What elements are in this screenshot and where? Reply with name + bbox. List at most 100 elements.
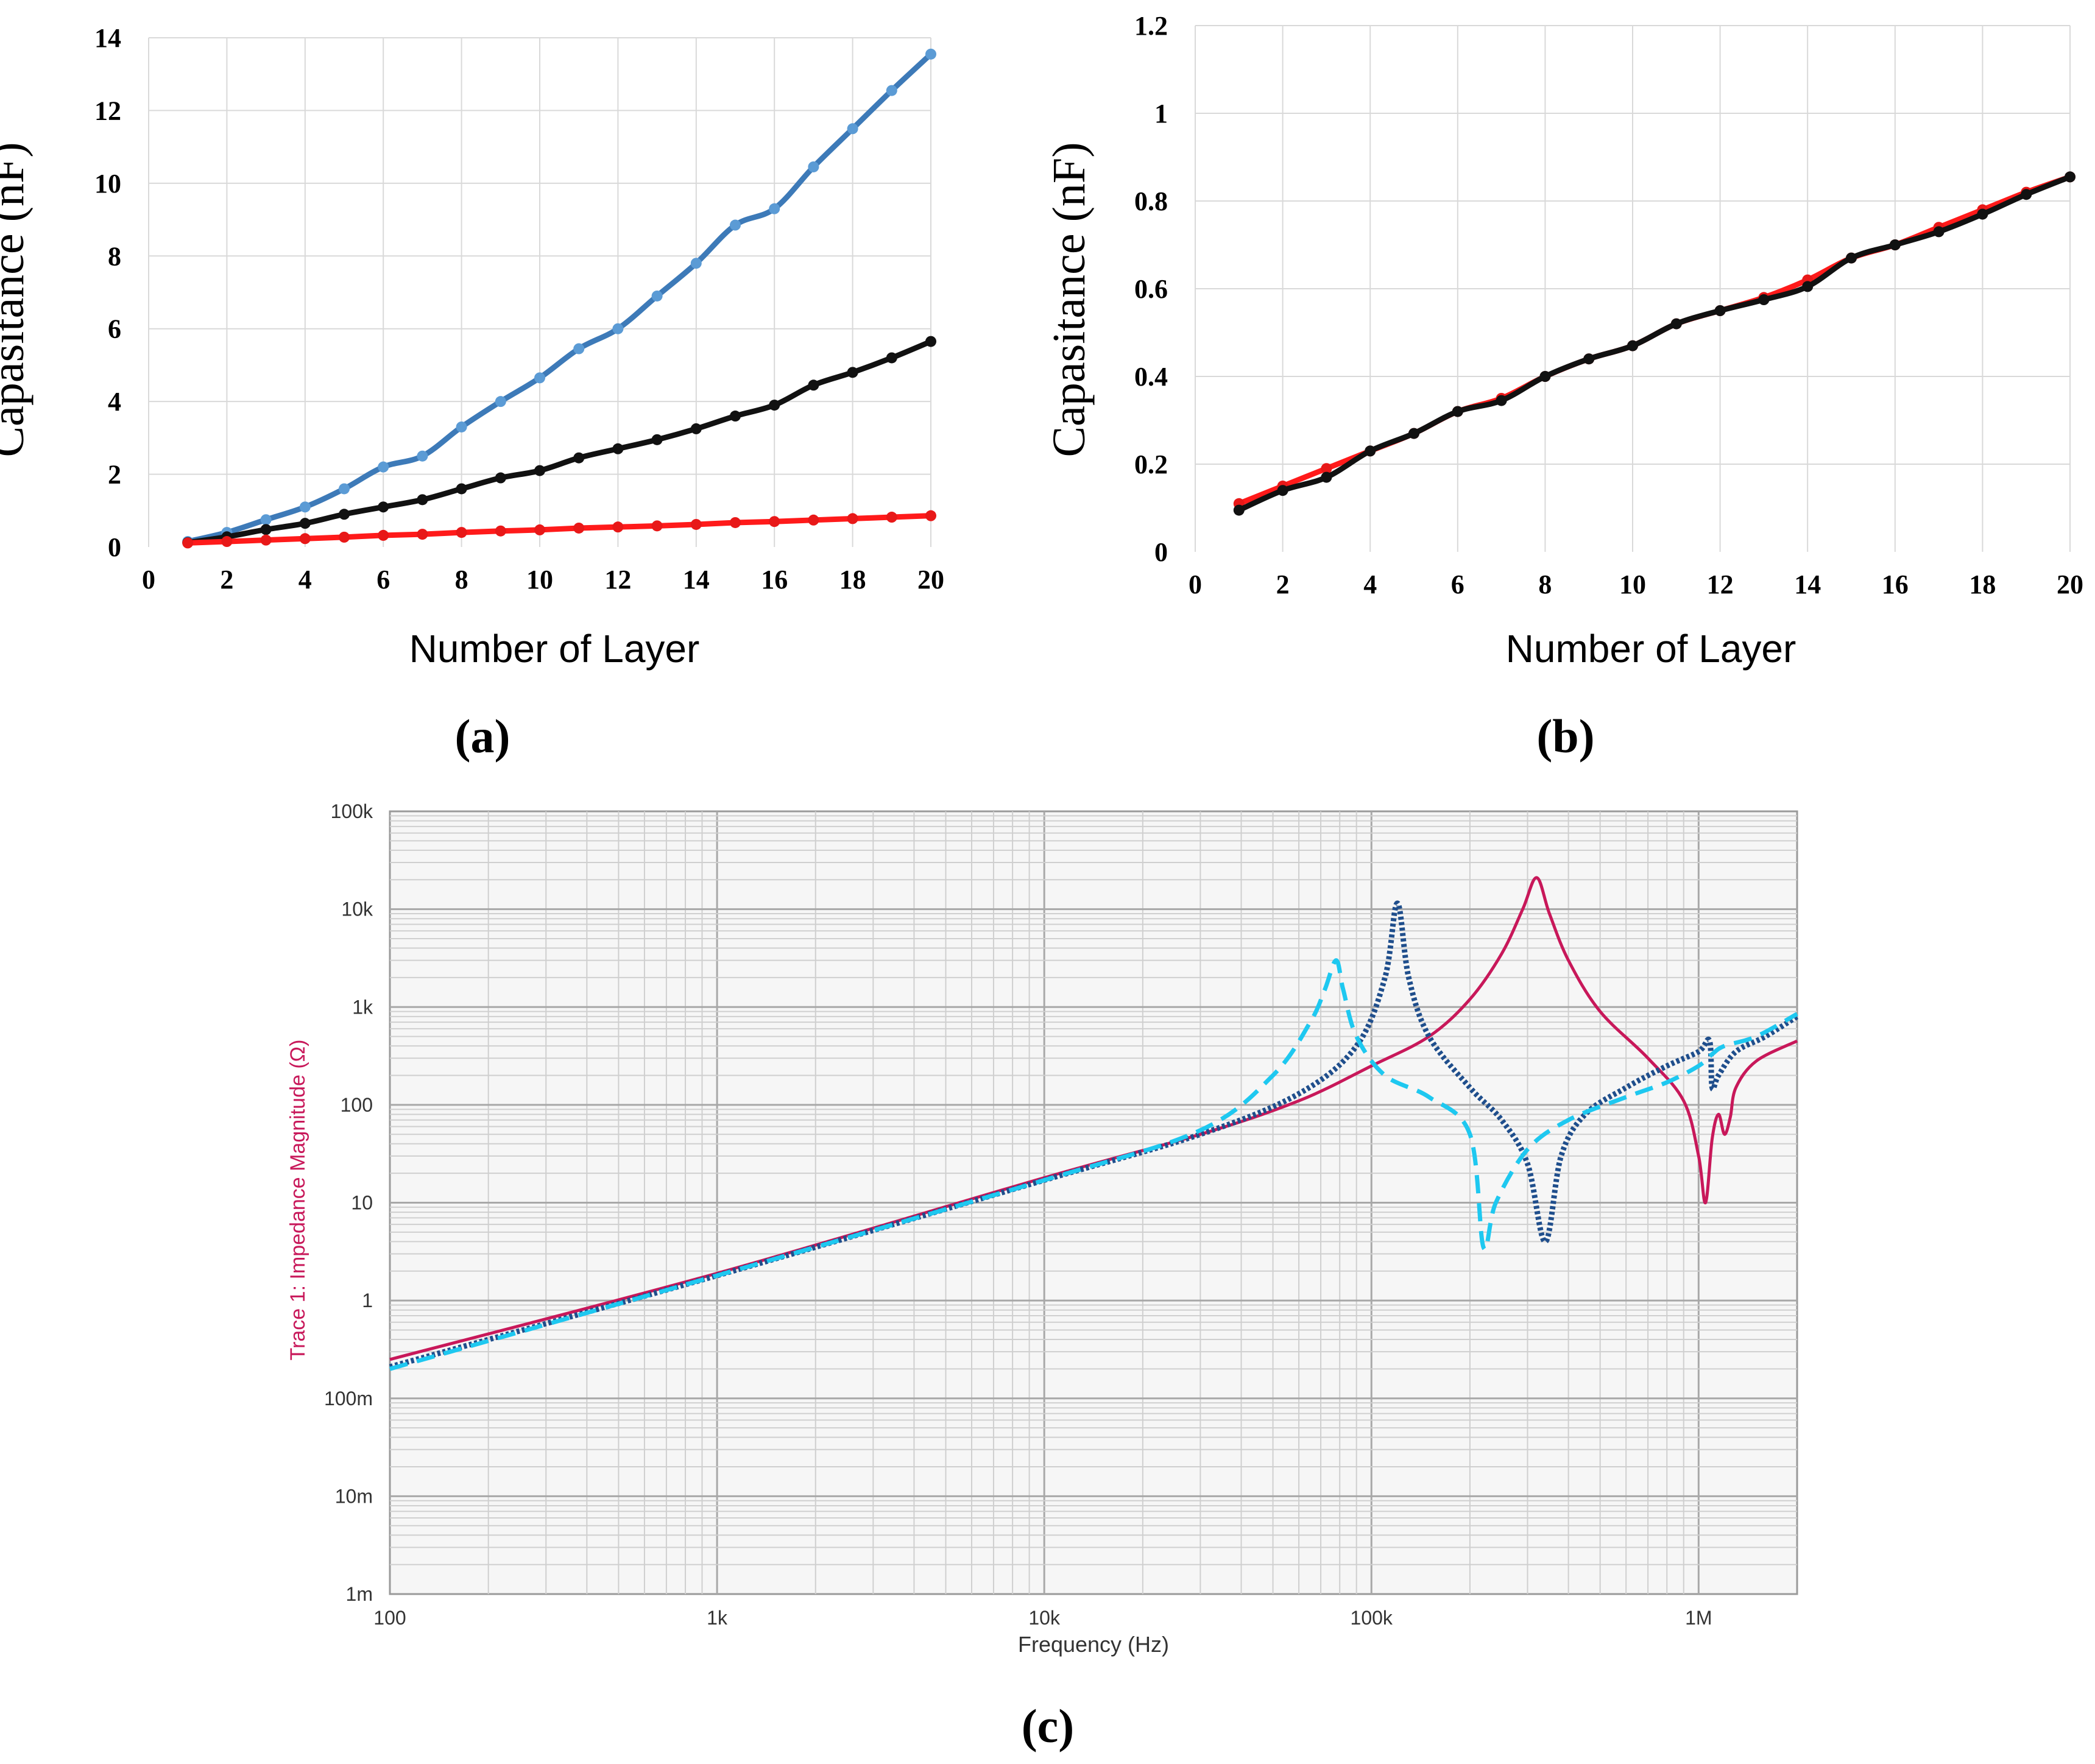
panel-a-series-black-point: [925, 336, 936, 347]
panel-b-series-black-point: [2065, 171, 2076, 183]
panel-a-x-tick: 6: [376, 565, 390, 594]
panel-a-y-tick: 6: [108, 314, 121, 344]
panel-a-y-tick: 14: [94, 23, 121, 53]
panel-b-y-axis-label: Capasitance (nF): [1044, 142, 1095, 457]
panel-c-y-tick: 10m: [335, 1485, 373, 1507]
panel-a-series-blue-point: [378, 461, 389, 473]
panel-b-series-black-point: [1321, 471, 1332, 483]
panel-a-x-tick: 18: [839, 565, 866, 594]
panel-a-y-tick: 2: [108, 460, 121, 490]
panel-b-y-tick: 0.2: [1134, 450, 1168, 479]
panel-b-series-black-point: [1365, 445, 1376, 457]
panel-a-x-tick: 0: [142, 565, 155, 594]
panel-b-x-tick: 10: [1619, 570, 1646, 599]
panel-a-x-tick: 10: [526, 565, 553, 594]
panel-a-x-tick: 20: [917, 565, 944, 594]
panel-a-series-black-point: [612, 443, 624, 454]
panel-a-series-red-point: [495, 525, 506, 537]
panel-a-x-tick: 8: [455, 565, 468, 594]
panel-c-y-tick: 1: [362, 1289, 373, 1311]
panel-b-y-tick: 0.6: [1134, 274, 1168, 304]
panel-a-series-black-point: [378, 501, 389, 513]
panel-a-series-red-point: [925, 510, 936, 521]
panel-a-x-tick: 2: [220, 565, 233, 594]
panel-b-series-black-line: [1236, 174, 2073, 513]
panel-a-series-black-point: [573, 452, 585, 464]
panel-b-series-black-point: [1889, 239, 1901, 250]
panel-b-x-tick: 20: [2057, 570, 2083, 599]
panel-b-series-black-point: [1627, 340, 1638, 351]
panel-b-y-tick: 0: [1154, 537, 1168, 567]
panel-b-series-black-point: [1496, 395, 1507, 406]
panel-b-series-black-point: [1539, 371, 1551, 382]
panel-a-series-red-line: [185, 513, 934, 546]
panel-a-series-black-point: [847, 367, 858, 378]
panel-a-series-blue-point: [456, 421, 467, 432]
panel-c-y-axis-label: Trace 1: Impedance Magnitude (Ω): [286, 1040, 309, 1361]
panel-c-y-tick: 10: [351, 1192, 373, 1214]
panel-b-y-tick: 0.4: [1134, 362, 1168, 392]
panel-b-x-tick: 0: [1189, 570, 1202, 599]
panel-a-x-tick: 14: [683, 565, 710, 594]
panel-b-series-black-point: [1277, 485, 1288, 496]
panel-a-series-red-point: [730, 517, 741, 528]
panel-b-x-tick: 8: [1538, 570, 1552, 599]
panel-b-series-black-point: [1408, 428, 1419, 439]
panel-c-series-cyan-dashed-line: [389, 958, 1798, 1371]
panel-a-series-blue-point: [495, 396, 506, 407]
panel-a-series-red-point: [182, 537, 194, 549]
panel-c-y-tick: 1m: [346, 1583, 373, 1605]
panel-a-series-blue-point: [769, 203, 780, 214]
panel-a-series-blue-point: [417, 450, 428, 462]
panel-a-series-red-point: [339, 531, 350, 543]
panel-a-series-blue-point: [690, 258, 702, 269]
panel-b-series-black-point: [1452, 406, 1463, 417]
panel-a-series-black-point: [730, 411, 741, 422]
panel-a-series-black-point: [690, 423, 702, 434]
panel-a-series-blue-point: [299, 501, 311, 513]
panel-a-series-black-point: [339, 509, 350, 520]
panel-b-label: (b): [1536, 710, 1594, 763]
panel-a-series-red-point: [417, 529, 428, 540]
panel-c-y-tick: 100k: [331, 800, 373, 822]
panel-b-x-tick: 12: [1707, 570, 1734, 599]
panel-a-series-blue-point: [339, 483, 350, 495]
panel-b-x-tick: 16: [1882, 570, 1909, 599]
panel-b-x-tick: 14: [1794, 570, 1821, 599]
panel-a-series-black-point: [417, 494, 428, 506]
panel-a-series-blue-point: [886, 85, 897, 96]
panel-c-y-tick: 100m: [324, 1388, 373, 1409]
panel-c-y-tick: 100: [341, 1094, 373, 1116]
panel-b-series-black-point: [1802, 281, 1814, 292]
panel-b-series-black-point: [1670, 318, 1682, 330]
panel-b-series-red-point: [1321, 463, 1332, 475]
panel-b-series-black-point: [1846, 252, 1857, 264]
panel-a-series-black-point: [260, 524, 272, 535]
panel-b-series-black-point: [1977, 208, 1988, 220]
panel-a-series-black-point: [534, 465, 545, 476]
panel-a-series-red-point: [221, 536, 233, 548]
panel-a-x-tick: 16: [761, 565, 788, 594]
panel-a-series-black-line: [185, 339, 934, 546]
panel-a-series-red-point: [260, 534, 272, 546]
panel-b-x-axis-label: Number of Layer: [1506, 627, 1796, 671]
panel-c-label: (c): [1022, 1699, 1075, 1752]
panel-a-chart: 0 2 4 6 8 10 12 14 16 18 20 0 2 4 6 8 10 12 14 Capasitanc…: [0, 23, 944, 763]
panel-a-y-tick: 4: [108, 387, 121, 417]
panel-c-x-tick: 1k: [707, 1607, 728, 1629]
panel-a-label: (a): [455, 710, 511, 763]
panel-a-series-blue-point: [925, 48, 936, 60]
panel-a-series-blue-point: [260, 514, 272, 526]
panel-b-x-tick: 4: [1363, 570, 1377, 599]
panel-a-series-red-point: [847, 513, 858, 524]
panel-a-series-black-point: [651, 434, 663, 445]
panel-b-y-tick: 1.2: [1134, 11, 1168, 41]
panel-b-x-tick: 2: [1276, 570, 1290, 599]
panel-a-series-black-point: [495, 472, 506, 484]
panel-a-series-red-point: [299, 533, 311, 545]
panel-c-chart: 100 1k 10k 100k 1M 100k10k1k100101100m10m1m …: [286, 800, 1799, 1752]
panel-a-x-tick: 4: [299, 565, 312, 594]
panel-b-series-black-point: [1583, 353, 1595, 365]
panel-a-series-red-point: [573, 522, 585, 534]
